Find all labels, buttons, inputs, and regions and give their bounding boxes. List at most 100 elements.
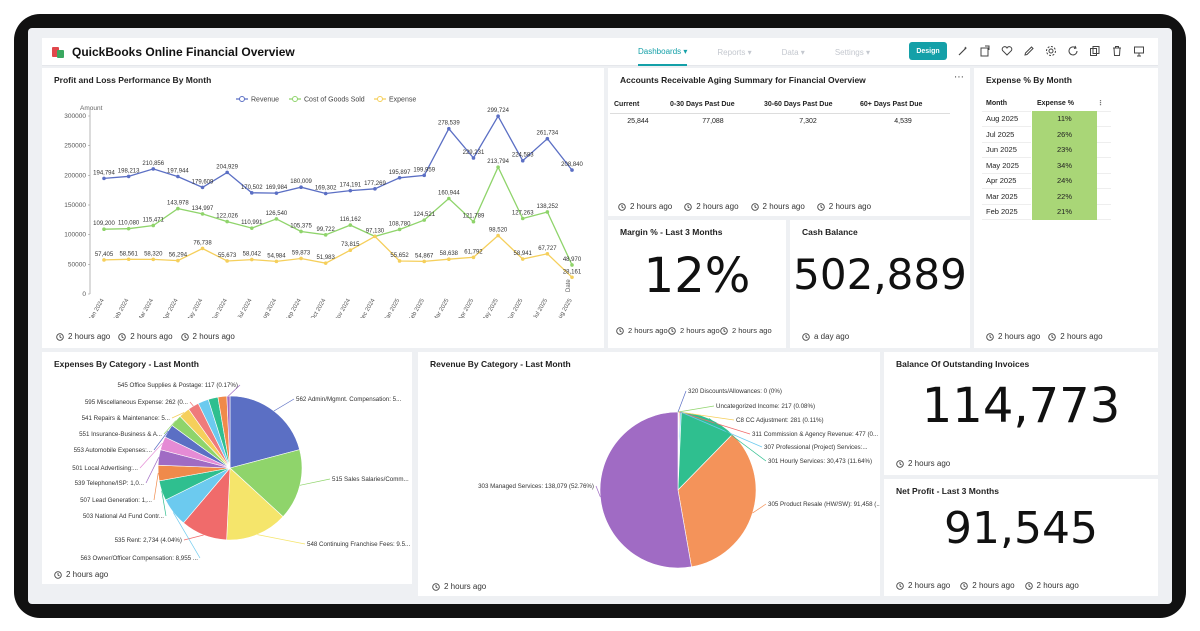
y-tick-label: 150000 (64, 202, 86, 209)
margin-footer: 2 hours ago 2 hours ago 2 hours ago (616, 326, 772, 335)
data-point (570, 168, 574, 172)
export-icon[interactable] (1133, 45, 1145, 57)
table-row: Jul 2025 26% (982, 126, 1111, 143)
pie-label: 563 Owner/Officer Compensation: 8,955 ..… (80, 555, 198, 562)
copy-icon[interactable] (1089, 45, 1101, 57)
kebab-icon[interactable]: ⋮ (1097, 100, 1104, 108)
data-label: 278,539 (438, 121, 460, 127)
legend-marker (239, 96, 245, 102)
expense-pct-title: Expense % By Month (986, 75, 1072, 85)
tab-data[interactable]: Data ▾ (781, 47, 805, 57)
pie-slice (599, 411, 692, 569)
pie-label: 545 Office Supplies & Postage: 117 (0.17… (117, 382, 238, 389)
pie-label: 305 Product Resale (HW/SW): 91,458 (... (768, 501, 880, 508)
dashboard-screen: QuickBooks Online Financial Overview Das… (28, 28, 1172, 604)
refresh-icon[interactable] (1067, 45, 1079, 57)
ar-col-current[interactable]: Current (610, 96, 666, 114)
data-label: 110,991 (241, 220, 263, 226)
clock-icon (616, 327, 624, 335)
clock-icon (986, 333, 994, 341)
heart-icon[interactable] (1001, 45, 1013, 57)
data-point (570, 275, 574, 280)
pie-leader-line (680, 411, 763, 448)
pnl-panel: Profit and Loss Performance By Month Amo… (42, 68, 604, 348)
x-tick-label: Aug 2025 (556, 297, 574, 318)
revcat-panel: Revenue By Category - Last Month 320 Dis… (418, 352, 880, 596)
data-label: 121,789 (463, 214, 485, 220)
data-point (397, 227, 402, 232)
data-point (545, 136, 550, 141)
pie-leader-line (299, 478, 331, 486)
data-point (447, 196, 451, 201)
pie-label: 501 Local Advertising:... (72, 465, 138, 472)
col-month[interactable]: Month (986, 99, 1007, 107)
x-tick-label: Sep 2024 (285, 297, 303, 318)
y-tick-label: 300000 (64, 113, 86, 120)
wand-icon[interactable] (957, 45, 969, 57)
ar-col-0-30[interactable]: 0-30 Days Past Due (666, 96, 760, 114)
data-label: 204,929 (216, 164, 238, 170)
delete-icon[interactable] (1111, 45, 1123, 57)
data-label: 229,231 (463, 150, 485, 156)
pie-label: 507 Lead Generation: 1,... (80, 497, 152, 504)
data-point (348, 223, 353, 227)
data-label: 54,867 (415, 253, 434, 259)
data-point (151, 223, 156, 228)
revcat-updated: 2 hours ago (444, 582, 487, 591)
data-point (200, 246, 205, 251)
pie-label: 301 Hourly Services: 30,473 (11.64%) (768, 458, 872, 465)
netprofit-updated: 2 hours ago (908, 581, 951, 590)
ar-col-60-plus[interactable]: 60+ Days Past Due (856, 96, 950, 114)
tab-reports[interactable]: Reports ▾ (717, 47, 752, 57)
ar-col-30-60[interactable]: 30-60 Days Past Due (760, 96, 856, 114)
data-point (520, 158, 525, 163)
legend-label: Revenue (251, 97, 279, 104)
pie-leader-line (183, 534, 204, 541)
pie-label: 539 Telephone/ISP: 1,0... (75, 480, 145, 487)
series-line-revenue (103, 114, 573, 195)
pie-label: 548 Continuing Franchise Fees: 9.5... (307, 541, 410, 548)
tab-dashboards[interactable]: Dashboards ▾ (638, 38, 688, 66)
data-label: 61,792 (464, 249, 483, 255)
data-label: 116,162 (340, 217, 362, 223)
gear-icon[interactable] (1045, 45, 1057, 57)
data-label: 122,026 (216, 214, 238, 220)
margin-title: Margin % - Last 3 Months (620, 227, 723, 237)
tab-settings[interactable]: Settings ▾ (834, 47, 870, 57)
data-label: 138,252 (537, 204, 559, 210)
data-label: 199,959 (413, 167, 435, 173)
data-point (176, 174, 180, 179)
data-label: 169,302 (315, 186, 337, 192)
pie-label: Uncategorized Income: 217 (0.08%) (716, 403, 815, 410)
x-tick-label: Oct 2024 (310, 297, 328, 318)
data-label: 58,561 (119, 251, 138, 257)
pie-leader-line (678, 405, 715, 413)
data-point (471, 219, 476, 224)
data-label: 261,734 (537, 131, 559, 137)
pie-slice (229, 449, 303, 518)
data-label: 208,840 (561, 162, 583, 168)
data-label: 174,191 (339, 183, 361, 189)
data-label: 126,540 (266, 211, 288, 217)
more-options-icon[interactable]: ⋯ (954, 72, 964, 83)
pie-leader-line (153, 473, 159, 501)
data-label: 58,638 (440, 251, 459, 257)
design-button[interactable]: Design (909, 42, 947, 60)
data-point (225, 170, 229, 175)
table-row: Feb 2025 21% (982, 204, 1111, 220)
data-point (126, 174, 131, 179)
data-point (348, 248, 353, 253)
share-icon[interactable] (979, 45, 991, 57)
pie-label: 311 Commission & Agency Revenue: 477 (0.… (752, 431, 878, 438)
clock-icon (896, 460, 904, 468)
app-logo-icon (52, 46, 64, 58)
pnl-footer: 2 hours ago 2 hours ago 2 hours ago (56, 332, 243, 341)
x-tick-label: Jan 2025 (384, 297, 402, 318)
col-expense-pct[interactable]: Expense % (1037, 99, 1074, 107)
cash-value: 502,889 (793, 250, 967, 299)
pie-leader-line (677, 390, 687, 413)
pencil-icon[interactable] (1023, 45, 1035, 57)
y-tick-label: 200000 (64, 172, 86, 179)
data-point (545, 252, 550, 256)
data-point (176, 258, 180, 263)
